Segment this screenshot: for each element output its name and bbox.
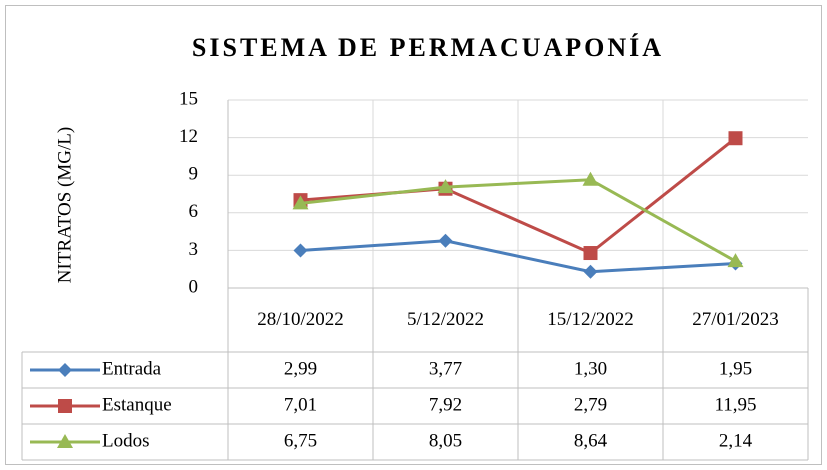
point: [292, 195, 309, 210]
table-value: 7,92: [429, 394, 462, 415]
point: [437, 179, 454, 194]
table-value: 2,99: [284, 358, 317, 379]
table-value: 2,14: [719, 430, 753, 451]
table-value: 11,95: [714, 394, 756, 415]
y-tick-label: 3: [189, 239, 199, 260]
table-value: 8,05: [429, 430, 462, 451]
table-value: 2,79: [574, 394, 607, 415]
table-value: 7,01: [284, 394, 317, 415]
y-tick-label: 0: [189, 276, 199, 297]
table-value: 1,30: [574, 358, 607, 379]
legend-label: Lodos: [102, 430, 150, 451]
point: [727, 253, 744, 268]
legend-marker: [58, 399, 72, 413]
point: [582, 171, 599, 186]
legend-label: Estanque: [102, 394, 172, 415]
y-axis-label: NITRATOS (MG/L): [54, 127, 75, 283]
table-value: 1,95: [719, 358, 752, 379]
legend-label: Entrada: [102, 358, 162, 379]
legend-marker: [57, 434, 73, 448]
table-value: 3,77: [429, 358, 462, 379]
x-tick-label: 5/12/2022: [406, 309, 485, 330]
chart-title: SISTEMA DE PERMACUAPONÍA: [192, 33, 664, 62]
y-tick-label: 12: [179, 126, 198, 147]
point: [583, 264, 598, 279]
series-line: [300, 178, 737, 263]
point: [728, 131, 743, 146]
x-tick-label: 15/12/2022: [547, 309, 634, 330]
series-line: [300, 239, 736, 274]
table-value: 8,64: [574, 430, 608, 451]
x-tick-label: 27/01/2023: [692, 309, 779, 330]
y-tick-label: 9: [189, 164, 199, 185]
table-value: 6,75: [284, 430, 317, 451]
legend-marker: [58, 363, 72, 377]
point: [293, 243, 308, 258]
point: [583, 246, 598, 261]
y-tick-label: 6: [189, 201, 199, 222]
y-tick-label: 15: [179, 88, 198, 109]
x-tick-label: 28/10/2022: [257, 309, 344, 330]
point: [438, 233, 453, 248]
